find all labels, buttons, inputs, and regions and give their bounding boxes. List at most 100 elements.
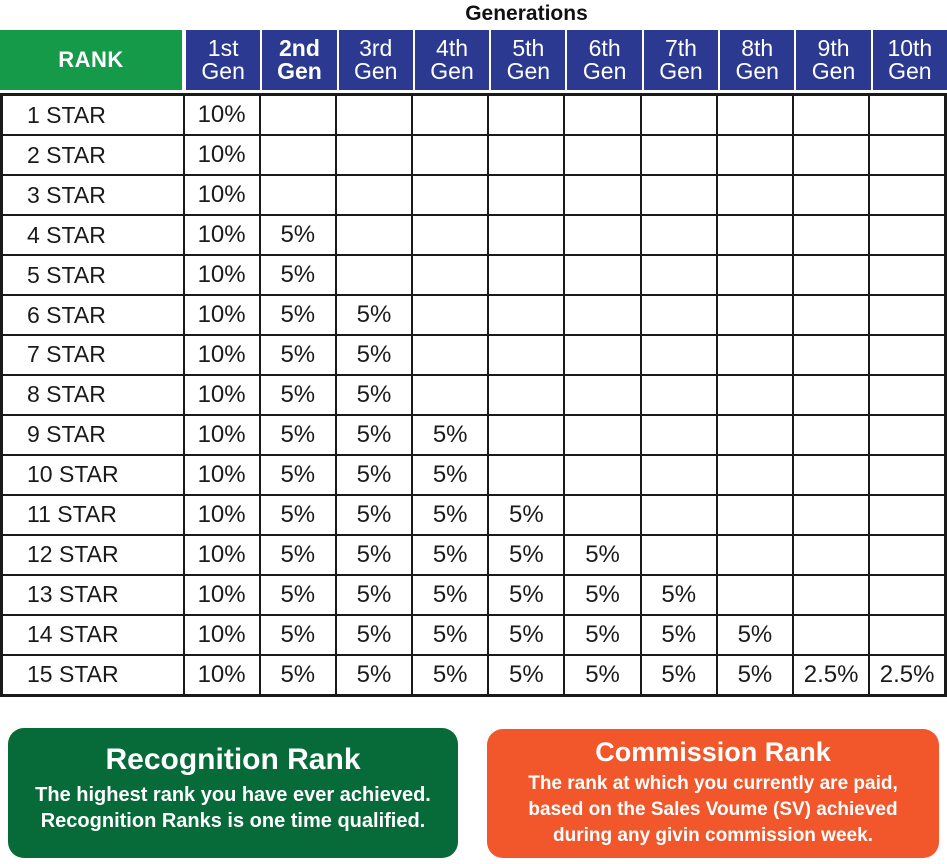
- value-cell: 10%: [182, 493, 261, 536]
- value-cell: [487, 254, 566, 297]
- value-cell: [411, 373, 490, 416]
- table-row: 5 STAR 10% 5%: [0, 254, 947, 297]
- value-cell: 5%: [334, 373, 414, 416]
- rank-cell: 1 STAR: [0, 93, 185, 137]
- value-cell: 10%: [182, 413, 261, 456]
- value-cell: [563, 174, 642, 217]
- value-cell: [791, 613, 871, 656]
- commission-rank-card: Commission Rank The rank at which you cu…: [487, 729, 939, 858]
- value-cell: [563, 214, 642, 257]
- value-cell: [639, 453, 718, 496]
- value-cell: [791, 413, 871, 456]
- value-cell: [639, 533, 718, 576]
- value-cell: [791, 134, 871, 177]
- gen-header-5th: 5th Gen: [489, 30, 566, 90]
- value-cell: [715, 214, 795, 257]
- value-cell: 5%: [563, 573, 642, 616]
- table-row: 11 STAR 10% 5% 5% 5% 5%: [0, 493, 947, 536]
- value-cell: 5%: [487, 533, 566, 576]
- value-cell: 5%: [334, 533, 414, 576]
- value-cell: [411, 93, 490, 137]
- value-cell: [258, 134, 337, 177]
- value-cell: [563, 93, 642, 137]
- value-cell: [868, 254, 947, 297]
- value-cell: 10%: [182, 214, 261, 257]
- rank-header-cell: RANK: [0, 30, 182, 90]
- value-cell: 10%: [182, 373, 261, 416]
- value-cell: 5%: [258, 254, 337, 297]
- value-cell: [411, 294, 490, 336]
- value-cell: [868, 533, 947, 576]
- value-cell: [487, 413, 566, 456]
- value-cell: 5%: [258, 214, 337, 257]
- commission-rank-line: during any givin commission week.: [553, 825, 873, 847]
- rank-cell: 3 STAR: [0, 174, 185, 217]
- value-cell: 5%: [411, 573, 490, 616]
- value-cell: [715, 533, 795, 576]
- value-cell: 5%: [639, 653, 718, 697]
- table-row: 14 STAR 10% 5% 5% 5% 5% 5% 5% 5%: [0, 613, 947, 656]
- value-cell: [258, 174, 337, 217]
- value-cell: 5%: [411, 453, 490, 496]
- value-cell: [258, 93, 337, 137]
- gen-header-7th: 7th Gen: [641, 30, 719, 90]
- value-cell: [715, 294, 795, 336]
- value-cell: [791, 254, 871, 297]
- gen-header-3rd: 3rd Gen: [336, 30, 413, 90]
- value-cell: 10%: [182, 573, 261, 616]
- value-cell: [563, 134, 642, 177]
- value-cell: 5%: [411, 413, 490, 456]
- value-cell: [715, 453, 795, 496]
- value-cell: 5%: [715, 613, 795, 656]
- rank-cell: 7 STAR: [0, 333, 185, 376]
- recognition-rank-title: Recognition Rank: [105, 743, 361, 776]
- value-cell: [563, 333, 642, 376]
- value-cell: [791, 93, 871, 137]
- gen-header-4th: 4th Gen: [412, 30, 490, 90]
- table-row: 1 STAR 10%: [0, 93, 947, 137]
- value-cell: [715, 93, 795, 137]
- rank-cell: 6 STAR: [0, 294, 185, 336]
- value-cell: 5%: [258, 493, 337, 536]
- value-cell: 5%: [258, 573, 337, 616]
- commission-table: 1 STAR 10% 2 STAR 10% 3 STAR 10% 4 STAR 10% 5% 5 …: [0, 93, 947, 697]
- value-cell: 5%: [258, 533, 337, 576]
- value-cell: 5%: [563, 533, 642, 576]
- generations-title: Generations: [465, 2, 588, 25]
- value-cell: [639, 93, 718, 137]
- value-cell: [639, 294, 718, 336]
- value-cell: [487, 134, 566, 177]
- value-cell: 10%: [182, 333, 261, 376]
- value-cell: 10%: [182, 533, 261, 576]
- value-cell: [868, 573, 947, 616]
- value-cell: 5%: [334, 413, 414, 456]
- value-cell: 5%: [334, 294, 414, 336]
- rank-cell: 14 STAR: [0, 613, 185, 656]
- value-cell: 5%: [411, 613, 490, 656]
- value-cell: [715, 333, 795, 376]
- rank-cell: 5 STAR: [0, 254, 185, 297]
- value-cell: 2.5%: [868, 653, 947, 697]
- gen-header-2nd: 2nd Gen: [260, 30, 337, 90]
- value-cell: [487, 174, 566, 217]
- recognition-rank-line: Recognition Ranks is one time qualified.: [40, 810, 426, 832]
- value-cell: [639, 174, 718, 217]
- rank-cell: 15 STAR: [0, 653, 185, 697]
- value-cell: 10%: [182, 174, 261, 217]
- value-cell: [791, 373, 871, 416]
- rank-cell: 12 STAR: [0, 533, 185, 576]
- value-cell: 5%: [334, 613, 414, 656]
- value-cell: 5%: [258, 294, 337, 336]
- value-cell: [791, 573, 871, 616]
- value-cell: 5%: [334, 573, 414, 616]
- value-cell: [639, 413, 718, 456]
- value-cell: [868, 453, 947, 496]
- value-cell: [791, 294, 871, 336]
- value-cell: [487, 294, 566, 336]
- value-cell: [639, 333, 718, 376]
- gen-header-6th: 6th Gen: [565, 30, 642, 90]
- value-cell: 10%: [182, 453, 261, 496]
- value-cell: 5%: [411, 493, 490, 536]
- value-cell: 5%: [563, 613, 642, 656]
